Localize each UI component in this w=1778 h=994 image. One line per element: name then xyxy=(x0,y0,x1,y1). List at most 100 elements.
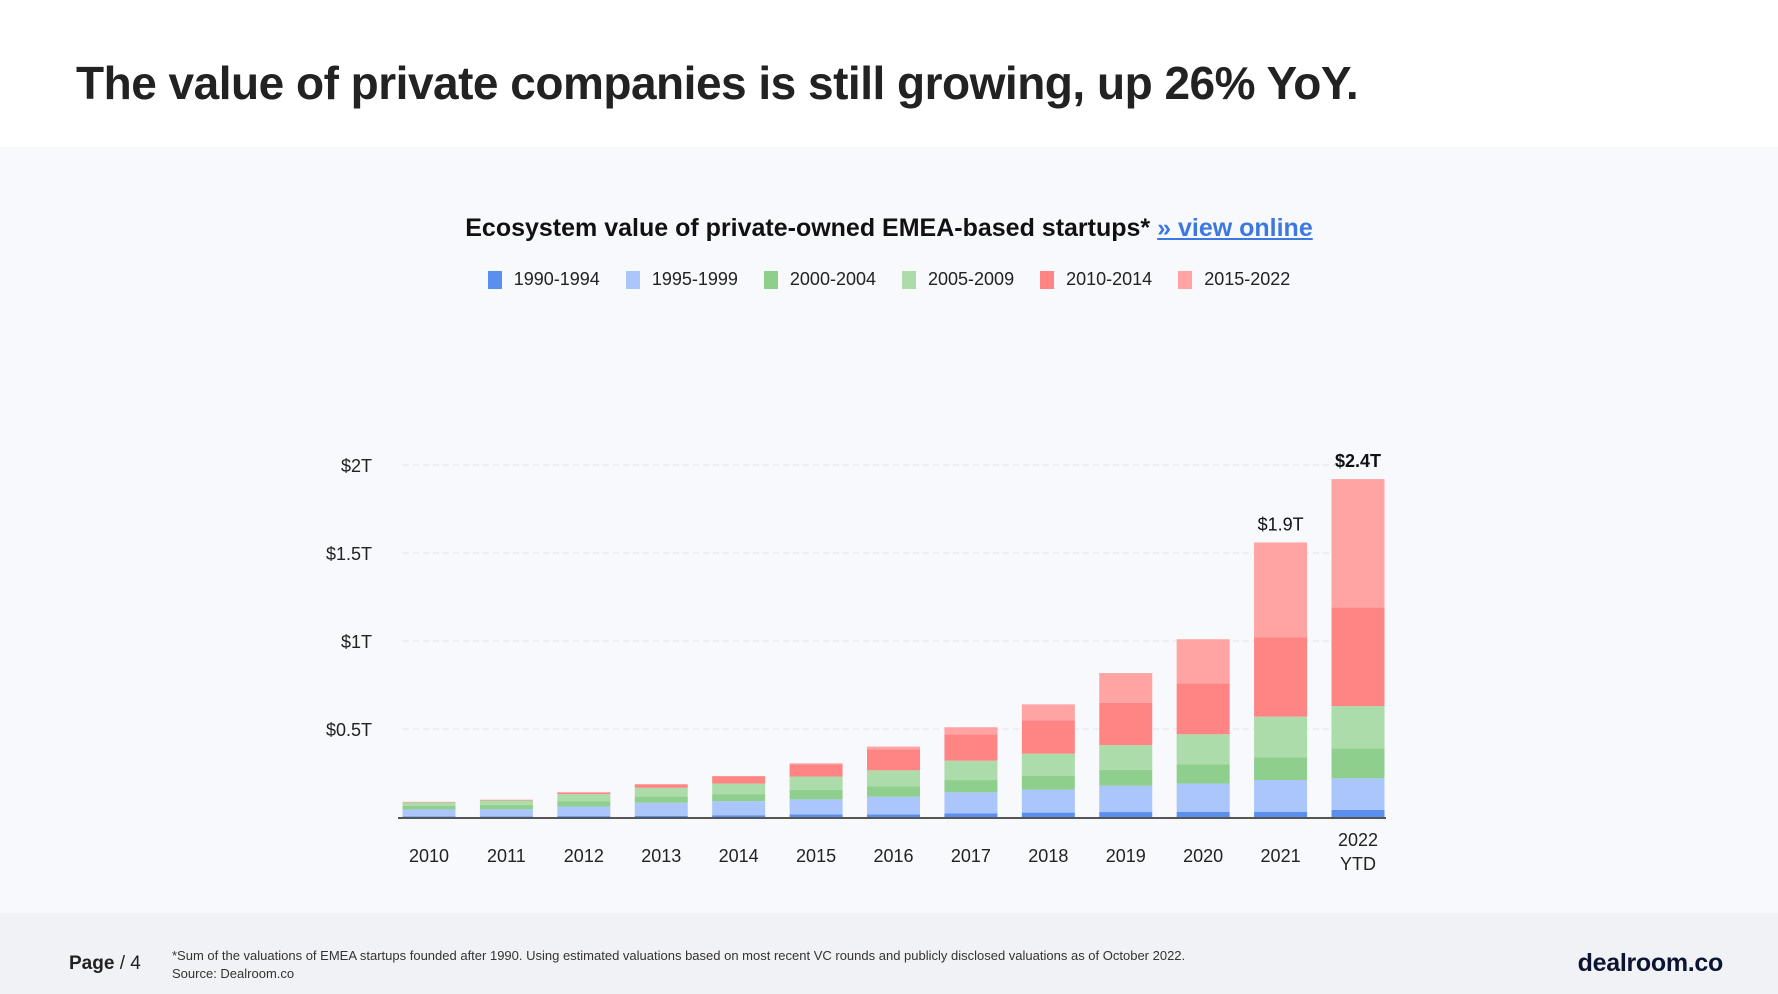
bar-segment xyxy=(712,815,766,817)
legend-item: 2005-2009 xyxy=(902,269,1014,290)
bar-segment xyxy=(402,816,456,817)
legend-swatch xyxy=(1040,270,1055,289)
bar-segment xyxy=(1331,748,1385,779)
x-tick-label: 2014 xyxy=(719,846,759,866)
chart-title-text: Ecosystem value of private-owned EMEA-ba… xyxy=(465,214,1151,242)
slide-title: The value of private companies is still … xyxy=(76,57,1359,109)
x-tick-label: 2020 xyxy=(1183,846,1223,866)
data-label: $2.4T xyxy=(1335,451,1381,471)
bar-segment xyxy=(1254,757,1308,781)
stacked-bar-chart: $0.5T$1T$1.5T$2T 2010 2011 2012 2013 2014 201… xyxy=(326,451,1386,874)
x-tick-label: 2017 xyxy=(951,846,991,866)
dealroom-logo: dealroom.co xyxy=(1577,949,1724,977)
bar-segment xyxy=(1176,639,1230,684)
bar-segment xyxy=(944,760,998,781)
y-tick-label: $1T xyxy=(341,632,372,652)
chart-panel: $0.5T $1T $1.5T $2T 2010 2011 2012 2013 2014 201… xyxy=(0,147,1778,913)
bar-segment xyxy=(1331,706,1385,749)
bar-segment xyxy=(402,809,456,817)
y-tick-label: $2T xyxy=(341,456,372,476)
x-tick-label: 2022 YTD xyxy=(1338,830,1378,874)
bar-segment xyxy=(1331,607,1385,707)
bar-segment xyxy=(402,801,456,803)
bar-segment xyxy=(479,804,533,810)
x-tick-label: 2015 xyxy=(796,846,836,866)
bars xyxy=(402,479,1385,817)
bar-segment xyxy=(1021,720,1075,754)
x-tick-label: 2011 xyxy=(487,846,526,866)
page-number: / 4 xyxy=(119,953,141,974)
chart-title: Ecosystem value of private-owned EMEA-ba… xyxy=(0,214,1778,243)
bar-segment xyxy=(867,746,920,750)
legend-swatch xyxy=(1178,270,1193,289)
bar-segment xyxy=(1099,702,1153,746)
x-tick-label: 2013 xyxy=(641,846,681,866)
bar-segment xyxy=(634,815,688,817)
bar-segment xyxy=(557,801,611,807)
legend: 1990-1994 1995-1999 2000-2004 2005-2009 2010… xyxy=(0,269,1778,290)
bar-segment xyxy=(1021,812,1075,817)
bar-segment xyxy=(1254,542,1308,638)
legend-item: 2000-2004 xyxy=(763,269,876,290)
bar-segment xyxy=(944,734,998,761)
legend-label: 2010-2014 xyxy=(1066,269,1153,289)
view-online-link[interactable]: » view online xyxy=(1157,214,1313,242)
bar-segment xyxy=(1021,704,1075,721)
x-tick-label: 2012 xyxy=(564,846,604,866)
bar-segment xyxy=(1021,775,1075,790)
bar-segment xyxy=(634,784,688,788)
legend-item: 1990-1994 xyxy=(487,269,600,290)
bar-segment xyxy=(1099,812,1153,817)
y-tick-label: $0.5T xyxy=(326,720,372,740)
bar-segment xyxy=(1099,673,1153,703)
bar-segment xyxy=(402,805,456,810)
legend-swatch xyxy=(763,270,778,289)
bar-segment xyxy=(1254,637,1308,717)
bar-segment xyxy=(789,764,843,777)
bar-segment xyxy=(557,792,611,795)
legend-swatch xyxy=(902,270,916,289)
bar-segment xyxy=(712,794,766,802)
bar-segment xyxy=(402,802,456,806)
bar-segment xyxy=(557,816,611,817)
bar-segment xyxy=(1176,734,1230,765)
x-tick-label: 2018 xyxy=(1028,846,1068,866)
bar-segment xyxy=(634,787,688,797)
legend-swatch xyxy=(487,270,502,289)
bar-segment xyxy=(867,814,920,817)
bar-segment xyxy=(789,789,843,800)
legend-swatch xyxy=(625,270,640,289)
bar-segment xyxy=(1254,780,1308,812)
bar-segment xyxy=(944,813,998,817)
bar-segment xyxy=(557,794,611,802)
bar-segment xyxy=(479,799,533,801)
bar-segment xyxy=(1254,811,1308,817)
bar-segment xyxy=(1254,716,1308,758)
legend-item: 2010-2014 xyxy=(1040,269,1152,290)
bar-segment xyxy=(789,814,843,817)
bar-segment xyxy=(1021,753,1075,776)
bar-segment xyxy=(479,816,533,817)
legend-label: 2005-2009 xyxy=(928,269,1015,289)
bar-segment xyxy=(1331,778,1385,810)
bar-segment xyxy=(1176,811,1230,817)
x-tick-label: 2021 xyxy=(1261,846,1301,866)
legend-item: 2015-2022 xyxy=(1178,269,1290,290)
bar-segment xyxy=(712,775,766,777)
bar-segment xyxy=(944,727,998,735)
bar-segment xyxy=(867,786,920,797)
bar-segment xyxy=(479,800,533,805)
bar-segment xyxy=(557,806,611,817)
bar-segment xyxy=(634,802,688,816)
bar-segment xyxy=(944,792,998,814)
bar-segment xyxy=(944,780,998,793)
x-tick-label: 2016 xyxy=(873,846,913,866)
bar-segment xyxy=(1099,769,1153,786)
source-text: Source: Dealroom.co xyxy=(172,966,295,981)
legend-label: 1990-1994 xyxy=(513,269,600,289)
bar-segment xyxy=(789,799,843,815)
footnote: *Sum of the valuations of EMEA startups … xyxy=(172,947,1185,983)
y-axis-ticks: $0.5T $1T $1.5T $2T xyxy=(326,456,372,740)
footnote-text: *Sum of the valuations of EMEA startups … xyxy=(172,948,1186,963)
bar-segment xyxy=(1176,764,1230,784)
